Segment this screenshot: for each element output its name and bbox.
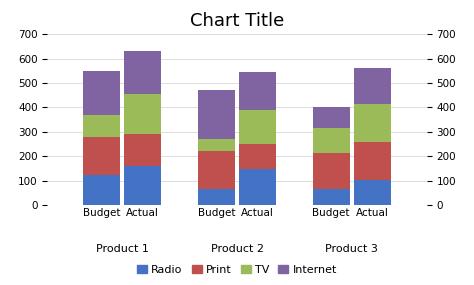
Text: Product 3: Product 3 [326,244,378,254]
Text: Product 2: Product 2 [210,244,264,254]
Bar [354,104,391,142]
Bar [83,71,120,115]
Text: Product 1: Product 1 [96,244,148,254]
Bar [313,128,350,153]
Bar [83,137,120,175]
Bar [124,94,161,134]
Bar [239,144,276,168]
Bar [124,51,161,94]
Bar [313,153,350,189]
Bar [124,134,161,166]
Bar [354,68,391,104]
Bar [239,168,276,205]
Bar [313,107,350,128]
Bar [198,189,235,205]
Legend: Radio, Print, TV, Internet: Radio, Print, TV, Internet [132,260,342,280]
Bar [198,90,235,139]
Bar [83,115,120,137]
Bar [239,110,276,144]
Bar [83,175,120,205]
Bar [354,142,391,180]
Bar [239,72,276,110]
Bar [198,151,235,189]
Bar [354,180,391,205]
Bar [313,189,350,205]
Bar [198,139,235,151]
Bar [124,166,161,205]
Title: Chart Title: Chart Title [190,12,284,30]
